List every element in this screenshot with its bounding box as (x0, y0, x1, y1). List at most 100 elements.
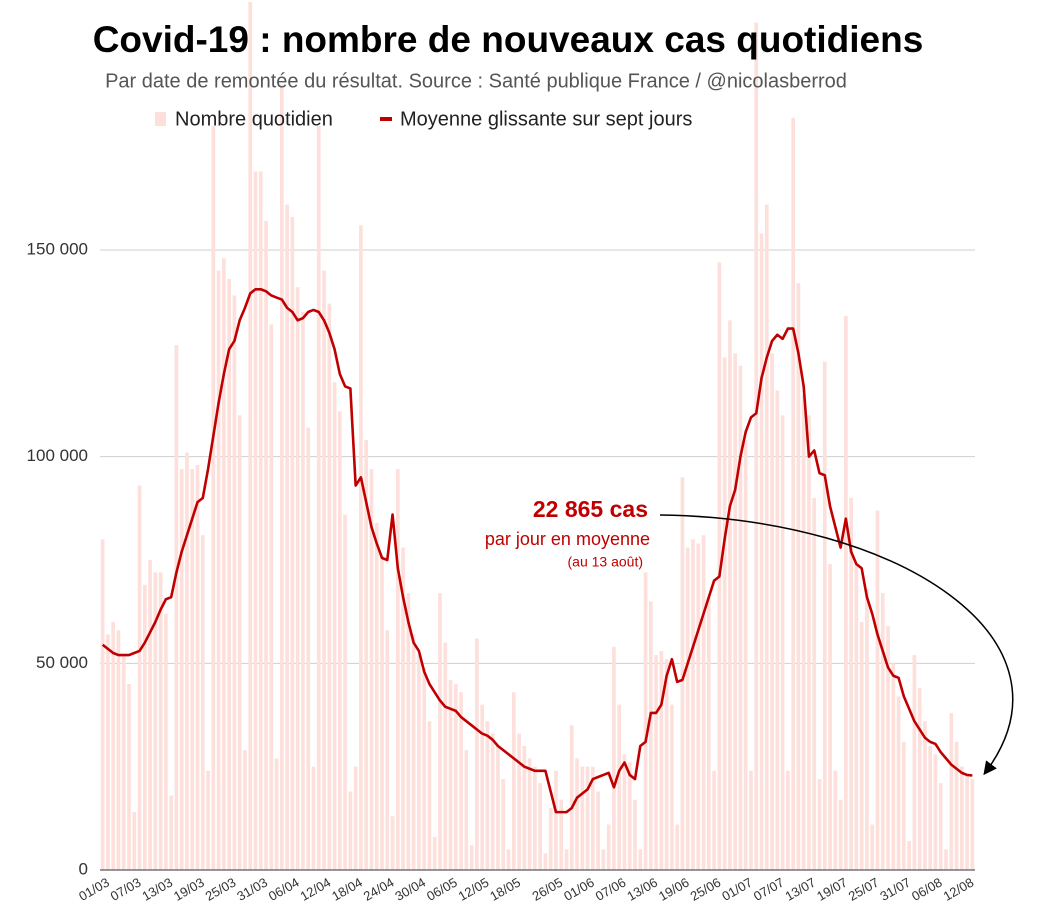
bar (258, 171, 263, 870)
bar (754, 22, 759, 870)
bar (891, 663, 896, 870)
bar (596, 791, 600, 870)
bar (100, 539, 105, 870)
y-tick-label: 100 000 (27, 446, 88, 465)
y-tick-label: 50 000 (36, 653, 88, 672)
x-tick-label: 24/04 (361, 875, 397, 904)
bar (923, 721, 927, 870)
bar (928, 746, 933, 870)
bar (749, 770, 753, 870)
bar (432, 836, 437, 870)
annotation: 22 865 cas (533, 496, 648, 522)
x-tick-label: 12/08 (941, 875, 977, 904)
bar (759, 233, 764, 870)
bar (538, 783, 542, 870)
bar (190, 469, 195, 870)
bar (243, 750, 247, 870)
bar (886, 626, 890, 870)
bar (401, 547, 405, 870)
bar (417, 655, 421, 870)
legend-swatch (155, 112, 166, 126)
bar (954, 741, 959, 870)
bar (659, 650, 664, 870)
bar (232, 295, 237, 870)
bar (364, 440, 369, 870)
bar (717, 262, 722, 870)
bar (743, 440, 748, 870)
bar (348, 791, 353, 870)
bar (411, 634, 416, 870)
bar (132, 812, 137, 870)
chart-subtitle: Par date de remontée du résultat. Source… (105, 70, 847, 92)
bar (185, 452, 189, 870)
bar (654, 655, 658, 870)
annotation: (au 13 août) (568, 554, 644, 570)
bar (564, 849, 569, 870)
bar (274, 758, 279, 870)
x-tick-label: 25/06 (688, 875, 724, 904)
bar (896, 696, 901, 870)
bar (907, 841, 911, 870)
bar (849, 498, 853, 870)
bar (453, 684, 458, 870)
bar (179, 469, 184, 870)
bar (828, 564, 832, 870)
bar (591, 766, 595, 870)
bar (585, 766, 590, 870)
bar (833, 770, 838, 870)
bar (670, 704, 674, 870)
bar (216, 270, 221, 871)
x-tick-label: 07/06 (593, 875, 629, 904)
bar (253, 171, 258, 870)
bar (791, 117, 795, 870)
legend-swatch (380, 117, 392, 121)
bar (496, 746, 500, 870)
bar (211, 126, 216, 870)
bar (965, 774, 969, 870)
bar (116, 630, 121, 870)
bar (838, 799, 843, 870)
x-tick-label: 18/04 (329, 875, 365, 904)
bar (443, 642, 448, 870)
bar (685, 547, 690, 870)
bar (106, 634, 110, 870)
line (101, 287, 973, 814)
bar (938, 783, 943, 870)
bar (770, 353, 774, 870)
bar (870, 824, 875, 870)
bar (438, 593, 442, 870)
bar (901, 741, 906, 870)
x-tick-label: 07/07 (751, 875, 787, 904)
bar (511, 692, 516, 870)
bar (158, 572, 163, 870)
bar (153, 572, 158, 870)
bar (395, 469, 400, 870)
bar (612, 646, 616, 870)
bar (822, 361, 827, 870)
bar (796, 283, 801, 871)
bar (343, 514, 347, 870)
bar (311, 766, 316, 870)
bar (817, 779, 822, 870)
bar (738, 365, 743, 870)
x-tick-label: 19/06 (656, 875, 692, 904)
bar (664, 659, 669, 870)
bar (533, 766, 537, 870)
bars (100, 2, 975, 871)
bar (316, 126, 321, 870)
bar (464, 750, 469, 870)
bar (722, 357, 727, 870)
x-tick-label: 19/07 (814, 875, 850, 904)
bar (164, 613, 168, 870)
bar (606, 824, 611, 870)
bar (137, 485, 142, 870)
bar (691, 539, 695, 870)
bar (374, 522, 379, 870)
bar (959, 766, 964, 870)
bar (264, 221, 268, 871)
x-tick-label: 01/03 (76, 875, 112, 904)
bar (475, 638, 479, 870)
bar (322, 270, 326, 871)
bar (696, 543, 701, 870)
bar (142, 584, 147, 870)
